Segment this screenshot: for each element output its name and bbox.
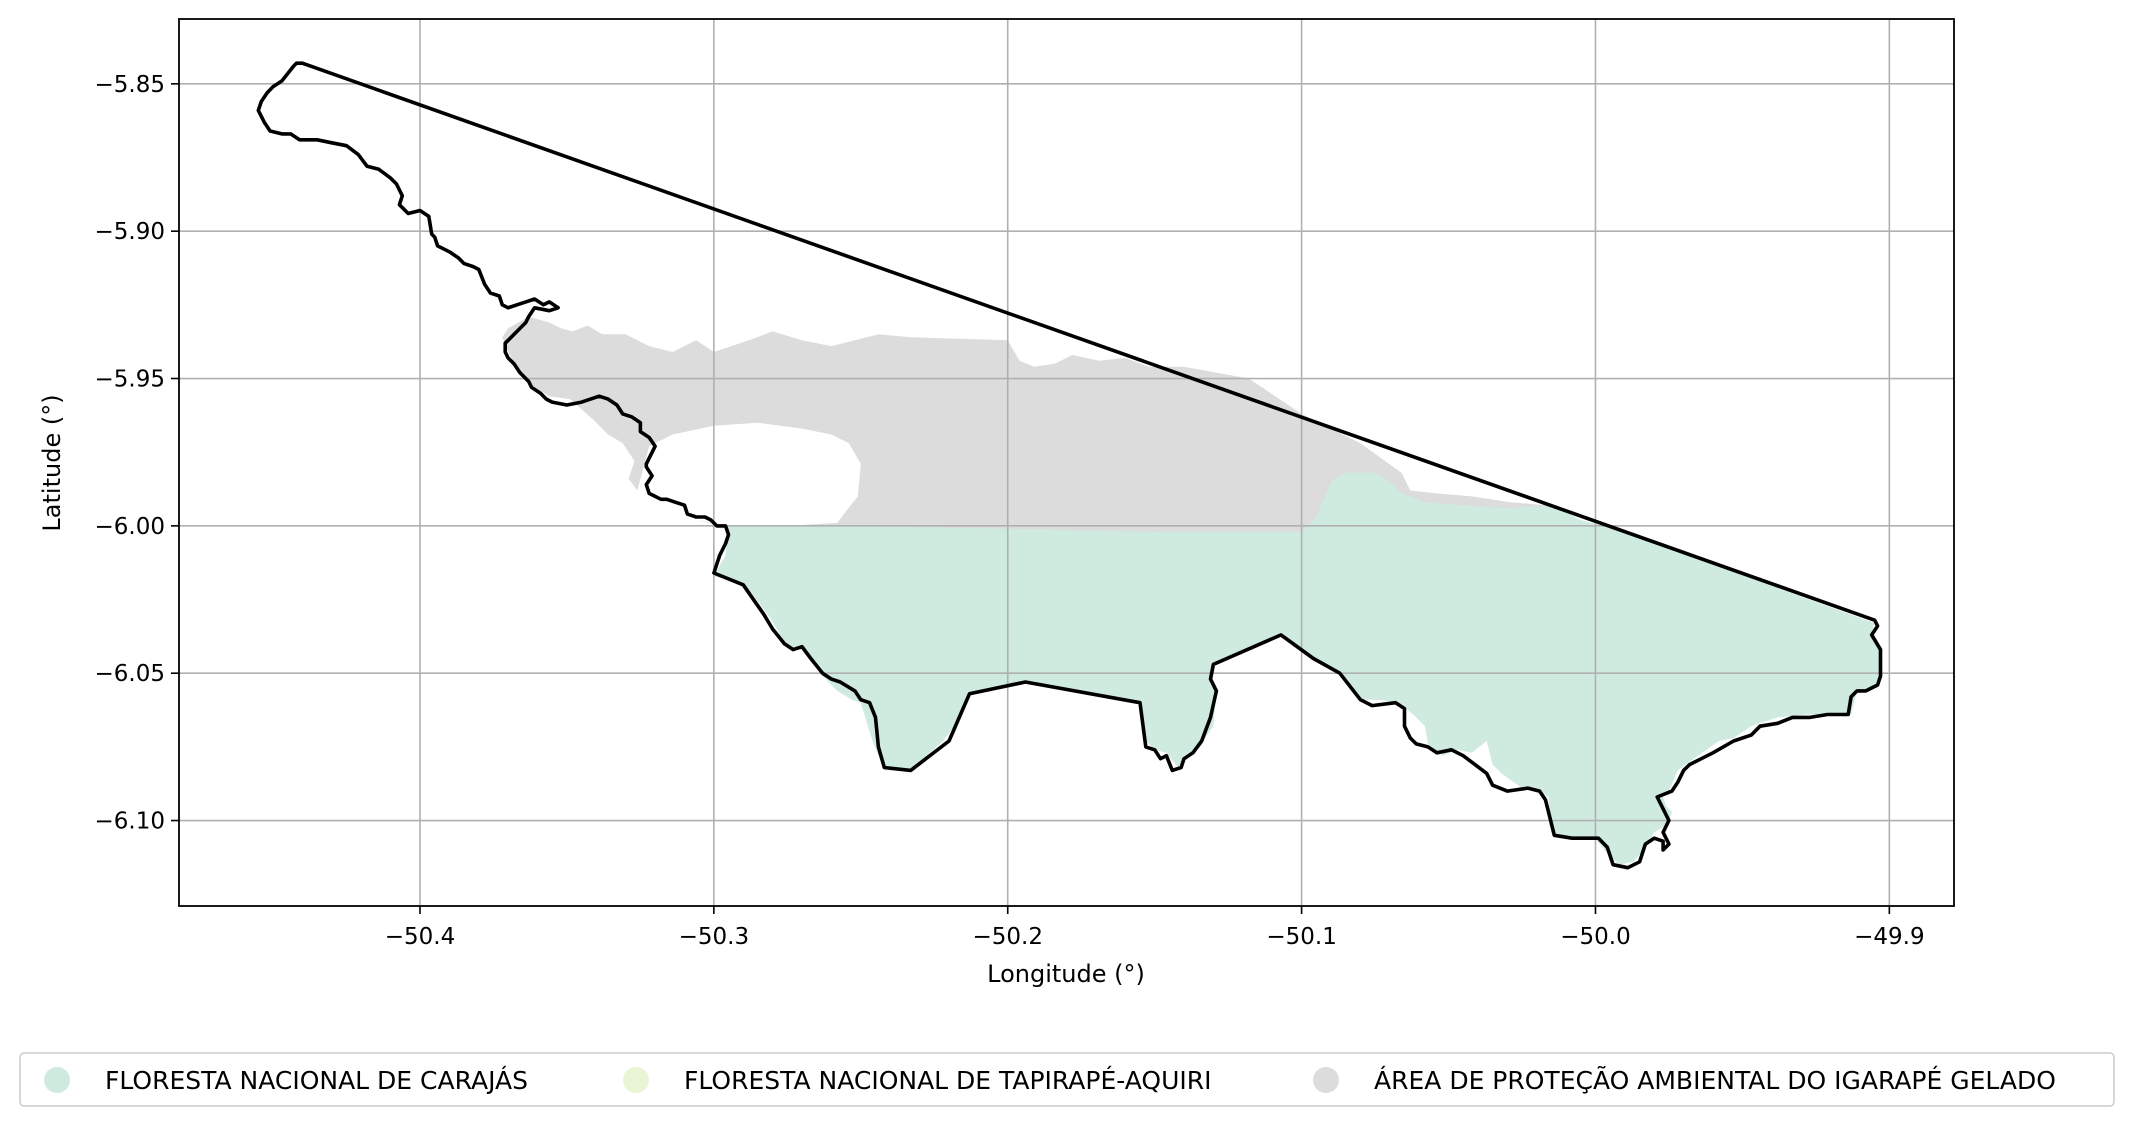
y-tick-label: −5.85 [95, 72, 165, 98]
legend-label: FLORESTA NACIONAL DE CARAJÁS [105, 1066, 528, 1095]
protected-areas-layer [502, 316, 1881, 865]
plot-frame [178, 18, 1955, 907]
legend-label: ÁREA DE PROTEÇÃO AMBIENTAL DO IGARAPÉ GE… [1374, 1065, 2056, 1095]
legend: FLORESTA NACIONAL DE CARAJÁS FLORESTA NAC… [19, 1052, 2115, 1107]
x-tick-label: −49.9 [1854, 924, 1924, 950]
grid-lines [179, 19, 1954, 906]
y-axis-label: Latitude (°) [38, 394, 66, 531]
y-tick-label: −5.95 [95, 367, 165, 393]
legend-marker [1313, 1067, 1339, 1093]
y-tick-label: −6.00 [95, 514, 165, 540]
x-axis-ticks: −50.4 −50.3 −50.2 −50.1 −50.0 −49.9 [385, 906, 1925, 950]
municipality-boundary-layer [256, 61, 1883, 870]
x-tick-label: −50.0 [1560, 924, 1630, 950]
x-tick-label: −50.1 [1266, 924, 1336, 950]
legend-entry-floresta-nacional-de-carajas: FLORESTA NACIONAL DE CARAJÁS [44, 1066, 528, 1095]
area-floresta-nacional-de-carajas [713, 472, 1881, 865]
legend-marker [623, 1067, 649, 1093]
plot-area: −50.4 −50.3 −50.2 −50.1 −50.0 −49.9 −5.85 −5.9… [95, 18, 1955, 950]
legend-entry-floresta-nacional-de-tapirape-aquiri: FLORESTA NACIONAL DE TAPIRAPÉ-AQUIRI [623, 1066, 1212, 1095]
legend-entry-area-de-protecao-ambiental-do-igarape-gelado: ÁREA DE PROTEÇÃO AMBIENTAL DO IGARAPÉ GE… [1313, 1065, 2056, 1095]
x-tick-label: −50.3 [679, 924, 749, 950]
municipality-boundary [256, 61, 1883, 870]
y-tick-label: −6.05 [95, 661, 165, 687]
y-tick-label: −6.10 [95, 809, 165, 835]
y-tick-label: −5.90 [95, 219, 165, 245]
legend-label: FLORESTA NACIONAL DE TAPIRAPÉ-AQUIRI [684, 1066, 1212, 1095]
x-axis-label: Longitude (°) [987, 960, 1145, 988]
x-tick-label: −50.2 [972, 924, 1042, 950]
y-axis-ticks: −5.85 −5.90 −5.95 −6.00 −6.05 −6.10 [95, 72, 179, 835]
legend-frame [19, 1052, 2115, 1107]
x-tick-label: −50.4 [385, 924, 455, 950]
legend-marker [44, 1067, 70, 1093]
